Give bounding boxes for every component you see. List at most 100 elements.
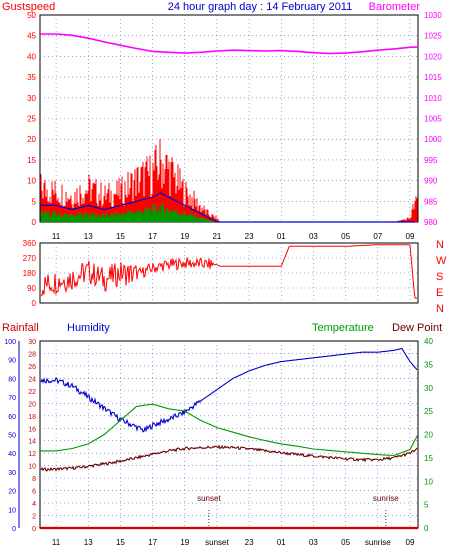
barometer-axis-tick-label: 990 [424,177,438,186]
humidity-axis-tick-label: 70 [8,395,16,402]
humidity-axis-tick-label: 80 [8,376,16,383]
rainfall-axis-tick-label: 24 [28,376,36,383]
rainfall-axis-tick-label: 2 [32,514,36,521]
panel3-x-tick-label: 13 [84,538,93,547]
temperature-axis-tick-label: 20 [424,431,433,440]
temperature-axis-tick-label: 0 [424,524,429,533]
panel3-x-tick-label: 17 [148,538,157,547]
gust-axis-tick-label: 20 [27,135,36,144]
barometer-header-label: Barometer [369,1,421,13]
gust-axis-tick-label: 25 [27,115,36,124]
rainfall-axis-tick-label: 4 [32,501,36,508]
temperature-axis-tick-label: 5 [424,501,429,510]
rainfall-axis-tick-label: 30 [28,339,36,346]
panel1-x-tick-label: 09 [406,232,415,241]
panel1-x-tick-label: 19 [180,232,189,241]
chart-title: 24 hour graph day : 14 February 2011 [168,1,352,13]
rainfall-axis-tick-label: 12 [28,451,36,458]
temperature-axis-tick-label: 40 [424,337,433,346]
panel3-x-tick-label: 05 [341,538,350,547]
gust-axis-tick-label: 0 [32,218,37,227]
gust-axis-tick-label: 5 [32,197,37,206]
barometer-axis-tick-label: 1015 [424,73,442,82]
panel3-x-tick-label: 15 [116,538,125,547]
humidity-axis-tick-label: 100 [4,339,16,346]
panel1-x-tick-label: 07 [373,232,382,241]
rainfall-axis-tick-label: 18 [28,414,36,421]
barometer-axis-tick-label: 1005 [424,115,442,124]
humidity-axis-tick-label: 10 [8,507,16,514]
barometer-axis-tick-label: 980 [424,218,438,227]
humidity-axis-tick-label: 0 [12,526,16,533]
compass-label: S [436,271,443,283]
humidity-axis-tick-label: 60 [8,414,16,421]
barometer-axis-tick-label: 1010 [424,94,442,103]
panel3-x-tick-label: 03 [309,538,318,547]
gust-axis-tick-label: 50 [27,11,36,20]
barometer-axis-tick-label: 1020 [424,52,442,61]
temperature-axis-tick-label: 25 [424,407,433,416]
panel1-x-tick-label: 01 [277,232,286,241]
direction-axis-tick-label: 180 [23,269,37,278]
humidity-label: Humidity [67,322,110,334]
rainfall-axis-tick-label: 26 [28,364,36,371]
panel3-x-tick-label: 19 [180,538,189,547]
panel3-x-tick-label: sunrise [365,538,391,547]
temperature-axis-tick-label: 30 [424,384,433,393]
panel1-x-tick-label: 03 [309,232,318,241]
gust-axis-tick-label: 10 [27,177,36,186]
barometer-line [40,33,419,55]
temperature-axis-tick-label: 10 [424,477,433,486]
gust-axis-tick-label: 35 [27,73,36,82]
dewpoint-line [40,444,418,472]
compass-label: N [436,239,444,251]
humidity-axis-tick-label: 30 [8,470,16,477]
dewpoint-label: Dew Point [392,322,442,334]
temperature-line [40,403,419,457]
direction-axis-tick-label: 90 [27,284,36,293]
gust-axis-tick-label: 45 [27,32,36,41]
barometer-axis-tick-label: 1030 [424,11,442,20]
panel1-x-tick-label: 05 [341,232,350,241]
panel3-x-tick-label: 09 [406,538,415,547]
barometer-axis-tick-label: 995 [424,156,438,165]
wind-direction-line [40,244,417,299]
compass-label: W [436,255,447,267]
rainfall-axis-tick-label: 28 [28,351,36,358]
temperature-axis-tick-label: 35 [424,360,433,369]
direction-axis-tick-label: 270 [23,254,37,263]
panel1-x-tick-label: 11 [52,232,61,241]
gust-axis-tick-label: 40 [27,52,36,61]
wind-speed-line [40,192,415,223]
rainfall-axis-tick-label: 14 [28,439,36,446]
panel3-x-tick-label: 23 [245,538,254,547]
humidity-line [40,348,418,433]
rainfall-axis-tick-label: 20 [28,401,36,408]
panel3-x-tick-label: 01 [277,538,286,547]
barometer-axis-tick-label: 1025 [424,32,442,41]
rainfall-axis-tick-label: 16 [28,426,36,433]
panel3-x-tick-label: sunset [205,538,229,547]
gust-axis-tick-label: 15 [27,156,36,165]
panel1-x-tick-label: 21 [212,232,221,241]
gustspeed-header-label: Gustspeed [2,1,55,13]
rainfall-axis-tick-label: 6 [32,489,36,496]
rainfall-axis-tick-label: 22 [28,389,36,396]
direction-axis-tick-label: 360 [23,239,37,248]
panel-temp-humidity-frame [39,340,419,529]
rainfall-label: Rainfall [2,322,39,334]
panel1-x-tick-label: 13 [84,232,93,241]
barometer-axis-tick-label: 985 [424,197,438,206]
humidity-axis-tick-label: 50 [8,433,16,440]
humidity-axis-tick-label: 90 [8,358,16,365]
panel1-x-tick-label: 15 [116,232,125,241]
sunrise-label: sunrise [373,494,399,503]
humidity-axis-tick-label: 20 [8,489,16,496]
temperature-label: Temperature [312,322,374,334]
rainfall-axis-tick-label: 10 [28,464,36,471]
rainfall-axis-tick-label: 8 [32,476,36,483]
direction-axis-tick-label: 0 [32,299,37,308]
rainfall-axis-tick-label: 0 [32,526,36,533]
